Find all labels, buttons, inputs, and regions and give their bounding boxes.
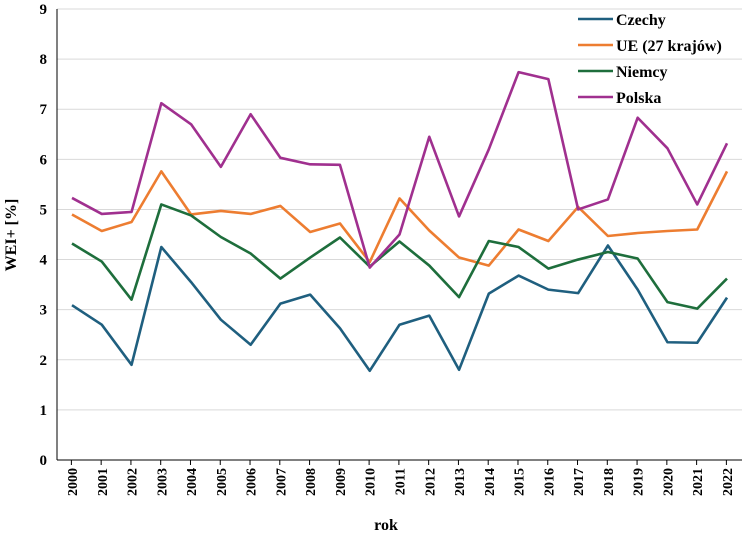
axes [56,9,742,465]
y-tick-label: 9 [40,2,48,18]
x-tick-label: 2019 [632,468,647,496]
x-tick-label: 2020 [661,468,676,496]
x-tick-label: 2017 [572,468,587,496]
x-tick-label: 2003 [155,468,170,496]
x-axis-label: rok [374,517,398,534]
y-tick-label: 1 [40,403,48,419]
x-tick-label: 2016 [542,468,557,496]
x-tick-label: 2007 [274,468,289,496]
y-tick-label: 3 [40,303,48,319]
y-tick-label: 6 [40,152,48,168]
x-tick-label: 2021 [691,468,706,496]
x-tick-label: 2014 [483,468,498,496]
x-tick-label: 2006 [245,468,260,496]
x-tick-labels: 2000 2001 2002 2003 2004 2005 2006 2007 2008 2009… [66,468,736,496]
x-tick-label: 2002 [126,468,141,496]
y-tick-labels: 0 1 2 3 4 5 6 7 8 9 [40,2,48,469]
legend: Czechy UE (27 krajów) Niemcy Polska [578,12,722,107]
legend-label: Niemcy [616,64,668,81]
x-tick-label: 2011 [394,468,409,495]
series-line-niemcy [71,203,728,310]
x-tick-label: 2001 [96,468,111,496]
x-tick-label: 2004 [185,468,200,496]
series-line-czechy [71,244,729,373]
x-tick-label: 2015 [513,468,528,496]
x-tick-label: 2005 [215,468,230,496]
series-line-ue-27-kraj-w- [71,170,729,267]
x-tick-label: 2012 [423,468,438,496]
y-tick-label: 5 [40,202,48,218]
x-tick-label: 2008 [304,468,319,496]
x-tick-label: 2009 [334,468,349,496]
y-tick-label: 4 [40,253,48,269]
y-tick-label: 8 [40,52,48,68]
x-tick-label: 2010 [364,468,379,496]
legend-label: UE (27 krajów) [616,38,722,55]
legend-label: Czechy [616,12,666,29]
y-tick-label: 2 [40,353,48,369]
x-tick-label: 2013 [453,468,468,496]
y-axis-label: WEI+ [%] [3,199,20,272]
x-tick-label: 2018 [602,468,617,496]
series-lines [71,70,729,373]
y-tick-label: 7 [40,102,48,118]
series-line-polska [71,70,729,269]
x-tick-label: 2022 [721,468,736,496]
legend-label: Polska [616,90,661,107]
x-tick-label: 2000 [66,468,81,496]
y-tick-label: 0 [40,453,48,469]
